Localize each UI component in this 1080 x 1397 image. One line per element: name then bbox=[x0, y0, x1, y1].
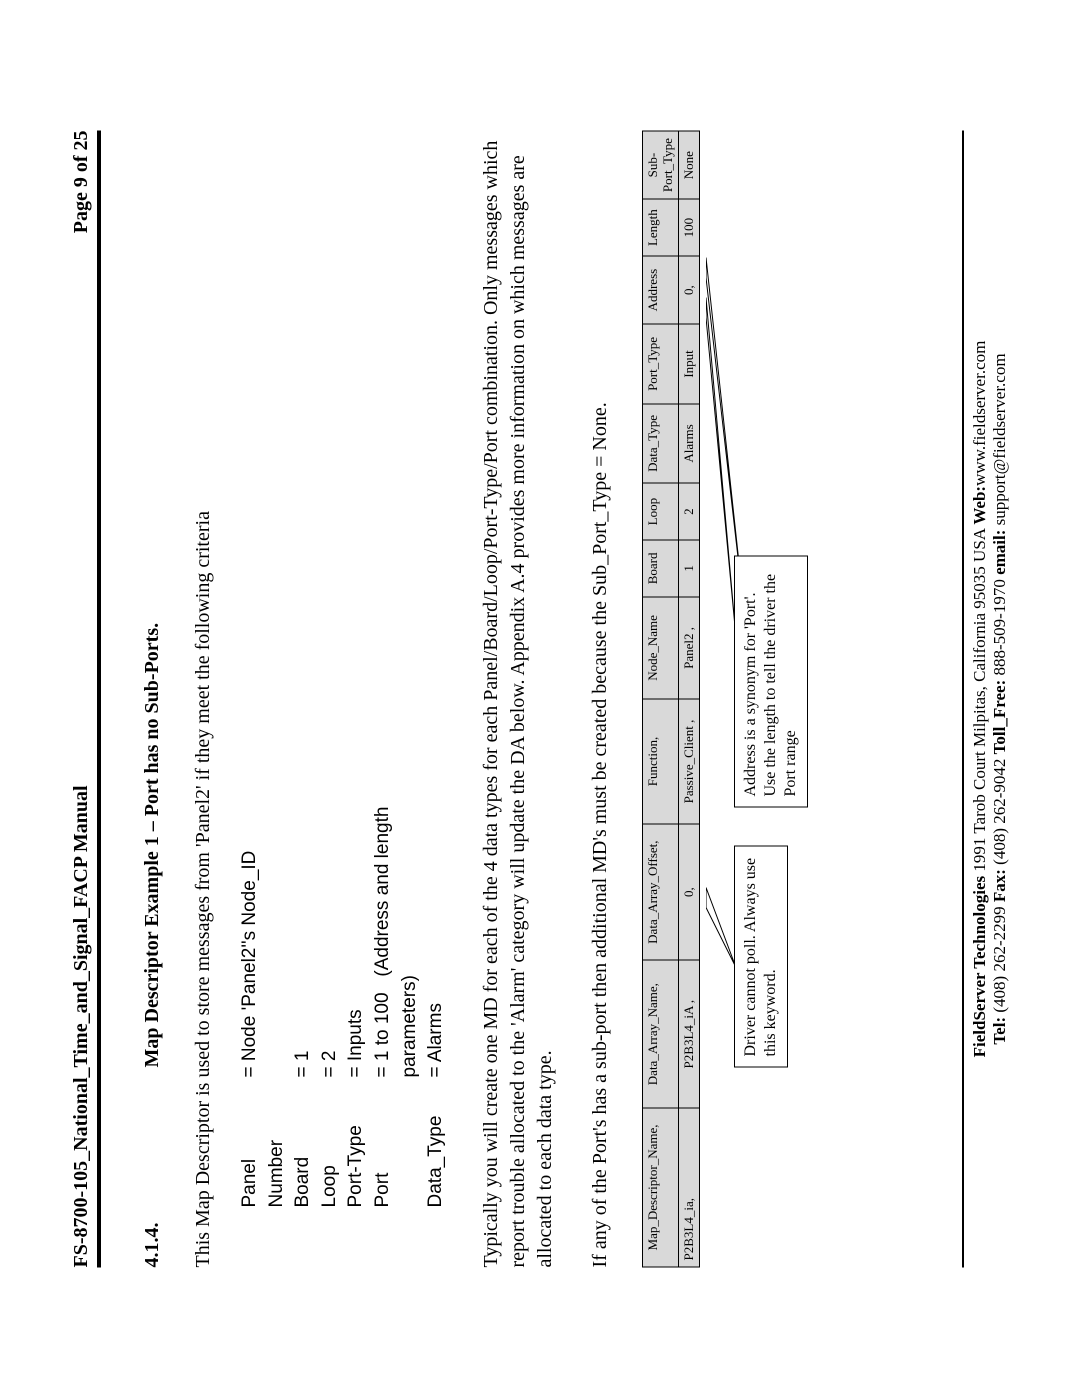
callout-box-2: Address is a synonym for 'Port'. Use the… bbox=[734, 555, 808, 807]
table-cell: Passive_Client , bbox=[678, 699, 699, 824]
table-header-cell: Port_Type bbox=[642, 324, 678, 404]
header-right: Page 9 of 25 bbox=[70, 130, 93, 233]
table-cell: Panel2 , bbox=[678, 596, 699, 698]
table-cell: Alarms bbox=[678, 403, 699, 483]
table-data-row: P2B3L4_ia,P2B3L4_iA ,0,Passive_Client ,P… bbox=[678, 131, 699, 1267]
page-content: FS-8700-105_National_Time_and_Signal_FAC… bbox=[70, 130, 1020, 1267]
footer-line-2: Tel: (408) 262-2299 Fax: (408) 262-9042 … bbox=[990, 130, 1010, 1267]
footer-toll-label: Toll_Free: bbox=[990, 679, 1009, 754]
table-cell: P2B3L4_iA , bbox=[678, 960, 699, 1108]
footer-company: FieldServer Technologies bbox=[970, 875, 989, 1057]
table-wrap: Map_Descriptor_Name,Data_Array_Name,Data… bbox=[642, 130, 700, 1267]
page-footer: FieldServer Technologies 1991 Tarob Cour… bbox=[962, 130, 1010, 1267]
criteria-row: Board = 1 bbox=[290, 130, 317, 1207]
footer-line-1: FieldServer Technologies 1991 Tarob Cour… bbox=[970, 130, 990, 1267]
criteria-label: Port bbox=[370, 1077, 423, 1207]
criteria-block: PanelNumber = Node 'Panel2''s Node_ID Bo… bbox=[237, 130, 450, 1207]
criteria-label: Data_Type bbox=[423, 1077, 450, 1207]
criteria-row: Loop = 2 bbox=[317, 130, 344, 1207]
criteria-row: Data_Type = Alarms bbox=[423, 130, 450, 1207]
footer-tel-label: Tel: bbox=[990, 1016, 1009, 1044]
criteria-label: Loop bbox=[317, 1077, 344, 1207]
footer-email-label: email: bbox=[990, 529, 1009, 574]
footer-tel: (408) 262-2299 bbox=[990, 902, 1009, 1017]
table-header-cell: Data_Array_Name, bbox=[642, 960, 678, 1108]
footer-web: www.fieldserver.com bbox=[970, 340, 989, 485]
table-cell: 0, bbox=[678, 823, 699, 959]
table-header-cell: Sub-Port_Type bbox=[642, 131, 678, 199]
map-descriptor-table: Map_Descriptor_Name,Data_Array_Name,Data… bbox=[642, 130, 700, 1267]
table-cell: Input bbox=[678, 324, 699, 404]
criteria-row: PanelNumber = Node 'Panel2''s Node_ID bbox=[237, 130, 290, 1207]
section-title: Map Descriptor Example 1 – Port has no S… bbox=[141, 622, 164, 1067]
table-cell: 2 bbox=[678, 483, 699, 540]
paragraph-2: If any of the Port's has a sub-port then… bbox=[587, 130, 614, 1267]
page-header: FS-8700-105_National_Time_and_Signal_FAC… bbox=[70, 130, 101, 1267]
header-left: FS-8700-105_National_Time_and_Signal_FAC… bbox=[70, 785, 93, 1267]
section-number: 4.1.4. bbox=[141, 1067, 164, 1267]
table-header-cell: Address bbox=[642, 256, 678, 324]
footer-fax-label: Fax: bbox=[990, 869, 1009, 902]
criteria-label: Board bbox=[290, 1077, 317, 1207]
table-header-cell: Data_Array_Offset, bbox=[642, 823, 678, 959]
table-header-cell: Map_Descriptor_Name, bbox=[642, 1107, 678, 1266]
criteria-label: Port-Type bbox=[343, 1077, 370, 1207]
criteria-row: Port = 1 to 100 (Address and lengthparam… bbox=[370, 130, 423, 1207]
criteria-row: Port-Type = Inputs bbox=[343, 130, 370, 1207]
table-header-cell: Data_Type bbox=[642, 403, 678, 483]
table-cell: 100 bbox=[678, 199, 699, 256]
table-cell: 0, bbox=[678, 256, 699, 324]
table-header-row: Map_Descriptor_Name,Data_Array_Name,Data… bbox=[642, 131, 678, 1267]
table-header-cell: Node_Name bbox=[642, 596, 678, 698]
criteria-label: PanelNumber bbox=[237, 1077, 290, 1207]
criteria-value: = 1 to 100 (Address and lengthparameters… bbox=[370, 806, 423, 1077]
table-cell: P2B3L4_ia, bbox=[678, 1107, 699, 1266]
criteria-value: = 1 bbox=[290, 1050, 317, 1077]
criteria-value: = 2 bbox=[317, 1050, 344, 1077]
footer-fax: (408) 262-9042 bbox=[990, 754, 1009, 869]
footer-toll: 888-509-1970 bbox=[990, 574, 1009, 679]
table-header-cell: Board bbox=[642, 540, 678, 597]
table-header-cell: Loop bbox=[642, 483, 678, 540]
intro-text: This Map Descriptor is used to store mes… bbox=[192, 130, 215, 1267]
footer-email: support@fieldserver.com bbox=[990, 353, 1009, 529]
footer-web-label: Web: bbox=[970, 485, 989, 524]
footer-address: 1991 Tarob Court Milpitas, California 95… bbox=[970, 524, 989, 875]
section-heading: 4.1.4. Map Descriptor Example 1 – Port h… bbox=[141, 130, 164, 1267]
criteria-value: = Alarms bbox=[423, 1003, 450, 1077]
table-cell: None bbox=[678, 131, 699, 199]
callout-box-1: Driver cannot poll. Always use this keyw… bbox=[734, 845, 788, 1067]
table-header-cell: Function, bbox=[642, 699, 678, 824]
criteria-value: = Inputs bbox=[343, 1009, 370, 1077]
callouts-area: Driver cannot poll. Always use this keyw… bbox=[706, 130, 916, 1267]
table-cell: 1 bbox=[678, 540, 699, 597]
table-header-cell: Length bbox=[642, 199, 678, 256]
criteria-value: = Node 'Panel2''s Node_ID bbox=[237, 850, 290, 1077]
paragraph-1: Typically you will create one MD for eac… bbox=[478, 130, 559, 1267]
page-rotated: FS-8700-105_National_Time_and_Signal_FAC… bbox=[0, 0, 1080, 1397]
